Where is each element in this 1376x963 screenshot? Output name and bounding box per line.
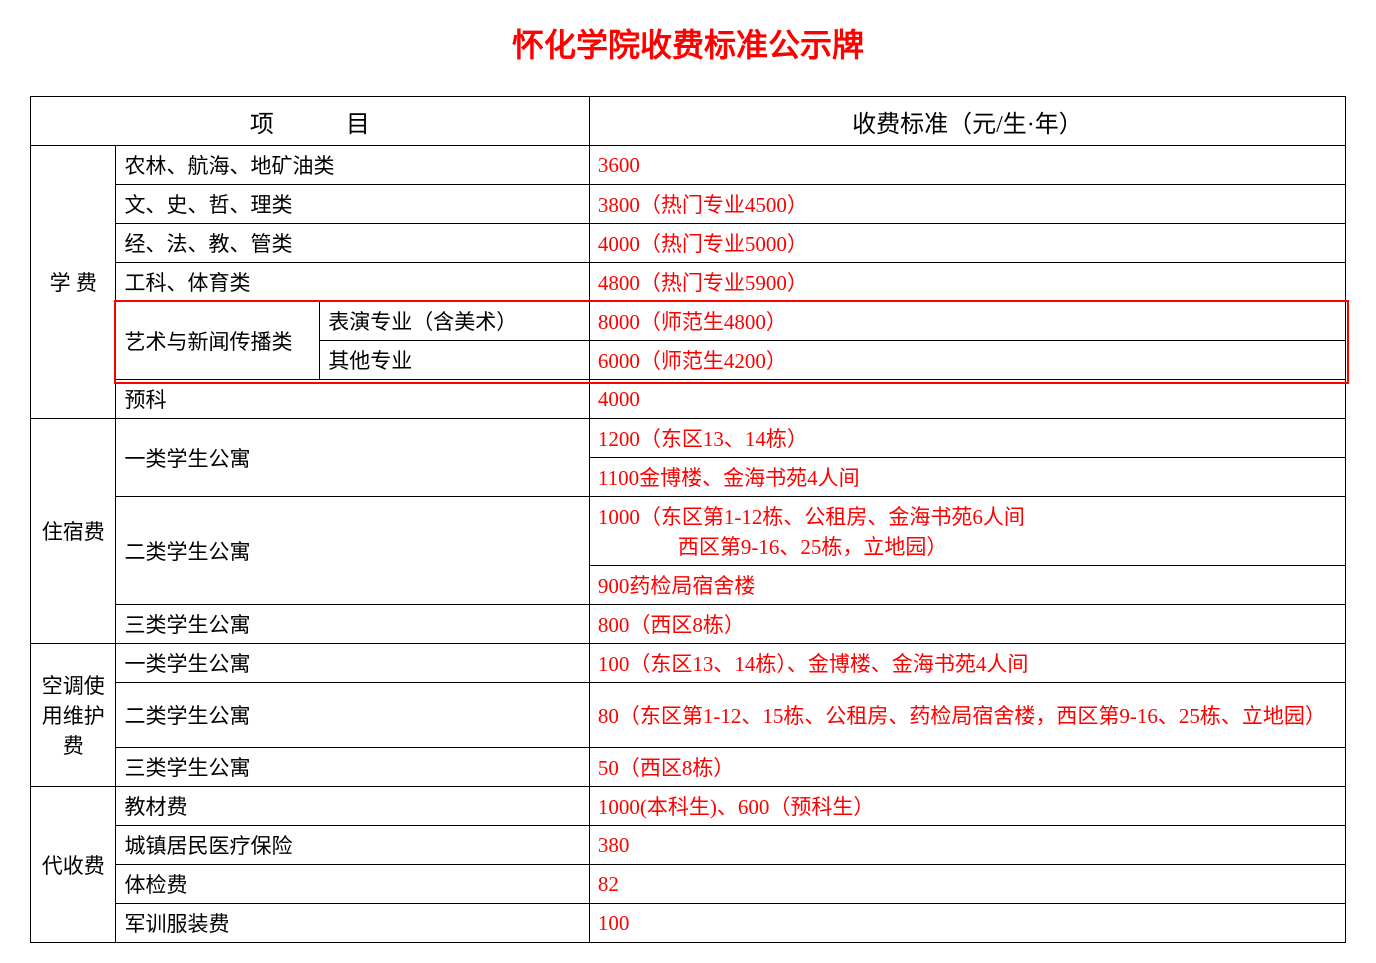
- table-row: 经、法、教、管类 4000（热门专业5000）: [31, 224, 1346, 263]
- category-cell: 经、法、教、管类: [116, 224, 589, 263]
- page-title: 怀化学院收费标准公示牌: [30, 20, 1346, 66]
- fee-cell: 8000（师范生4800）: [589, 302, 1345, 341]
- fee-cell: 6000（师范生4200）: [589, 341, 1345, 380]
- table-row: 文、史、哲、理类 3800（热门专业4500）: [31, 185, 1346, 224]
- art-group-label: 艺术与新闻传播类: [116, 302, 320, 380]
- table-row: 学 费 农林、航海、地矿油类 3600: [31, 146, 1346, 185]
- section-tuition: 学 费: [31, 146, 116, 419]
- fee-cell: 1200（东区13、14栋）: [589, 419, 1345, 458]
- table-row: 住宿费 一类学生公寓 1200（东区13、14栋）: [31, 419, 1346, 458]
- fee-table: 项 目 收费标准（元/生·年） 学 费 农林、航海、地矿油类 3600 文、史、…: [30, 96, 1346, 943]
- fee-cell: 3600: [589, 146, 1345, 185]
- table-row: 空调使用维护费 一类学生公寓 100（东区13、14栋）、金博楼、金海书苑4人间: [31, 644, 1346, 683]
- fee-cell: 900药检局宿舍楼: [589, 566, 1345, 605]
- table-row: 二类学生公寓 80（东区第1-12、15栋、公租房、药检局宿舍楼，西区第9-16…: [31, 683, 1346, 748]
- category-cell: 二类学生公寓: [116, 497, 589, 605]
- fee-line: 1000（东区第1-12栋、公租房、金海书苑6人间: [598, 505, 1025, 529]
- category-cell: 二类学生公寓: [116, 683, 589, 748]
- category-cell: 一类学生公寓: [116, 644, 589, 683]
- category-cell: 军训服装费: [116, 904, 589, 943]
- category-cell: 工科、体育类: [116, 263, 589, 302]
- category-cell: 三类学生公寓: [116, 605, 589, 644]
- fee-cell: 4800（热门专业5900）: [589, 263, 1345, 302]
- category-cell: 体检费: [116, 865, 589, 904]
- fee-cell: 800（西区8栋）: [589, 605, 1345, 644]
- section-collect: 代收费: [31, 787, 116, 943]
- fee-cell: 50（西区8栋）: [589, 748, 1345, 787]
- category-cell: 一类学生公寓: [116, 419, 589, 497]
- table-row: 代收费 教材费 1000(本科生)、600（预科生）: [31, 787, 1346, 826]
- fee-cell: 380: [589, 826, 1345, 865]
- fee-cell: 3800（热门专业4500）: [589, 185, 1345, 224]
- fee-cell: 82: [589, 865, 1345, 904]
- table-row: 城镇居民医疗保险 380: [31, 826, 1346, 865]
- category-cell: 教材费: [116, 787, 589, 826]
- section-ac: 空调使用维护费: [31, 644, 116, 787]
- section-dorm: 住宿费: [31, 419, 116, 644]
- fee-cell: 1100金博楼、金海书苑4人间: [589, 458, 1345, 497]
- header-fee: 收费标准（元/生·年）: [589, 97, 1345, 146]
- category-cell: 农林、航海、地矿油类: [116, 146, 589, 185]
- table-row: 预科 4000: [31, 380, 1346, 419]
- header-item: 项 目: [31, 97, 590, 146]
- category-cell: 城镇居民医疗保险: [116, 826, 589, 865]
- header-row: 项 目 收费标准（元/生·年）: [31, 97, 1346, 146]
- fee-cell: 4000（热门专业5000）: [589, 224, 1345, 263]
- category-cell: 文、史、哲、理类: [116, 185, 589, 224]
- fee-cell: 1000(本科生)、600（预科生）: [589, 787, 1345, 826]
- table-row: 二类学生公寓 1000（东区第1-12栋、公租房、金海书苑6人间 西区第9-16…: [31, 497, 1346, 566]
- fee-cell: 4000: [589, 380, 1345, 419]
- art-sub-cell: 表演专业（含美术）: [320, 302, 590, 341]
- fee-line: 西区第9-16、25栋，立地园）: [598, 535, 948, 559]
- table-row: 三类学生公寓 50（西区8栋）: [31, 748, 1346, 787]
- fee-cell: 1000（东区第1-12栋、公租房、金海书苑6人间 西区第9-16、25栋，立地…: [589, 497, 1345, 566]
- fee-cell: 80（东区第1-12、15栋、公租房、药检局宿舍楼，西区第9-16、25栋、立地…: [589, 683, 1345, 748]
- table-row: 军训服装费 100: [31, 904, 1346, 943]
- table-row: 工科、体育类 4800（热门专业5900）: [31, 263, 1346, 302]
- category-cell: 预科: [116, 380, 589, 419]
- category-cell: 三类学生公寓: [116, 748, 589, 787]
- fee-cell: 100: [589, 904, 1345, 943]
- fee-table-wrap: 项 目 收费标准（元/生·年） 学 费 农林、航海、地矿油类 3600 文、史、…: [30, 96, 1346, 943]
- table-row-highlight: 艺术与新闻传播类 表演专业（含美术） 8000（师范生4800）: [31, 302, 1346, 341]
- art-sub-cell: 其他专业: [320, 341, 590, 380]
- table-row: 三类学生公寓 800（西区8栋）: [31, 605, 1346, 644]
- table-row: 体检费 82: [31, 865, 1346, 904]
- fee-cell: 100（东区13、14栋）、金博楼、金海书苑4人间: [589, 644, 1345, 683]
